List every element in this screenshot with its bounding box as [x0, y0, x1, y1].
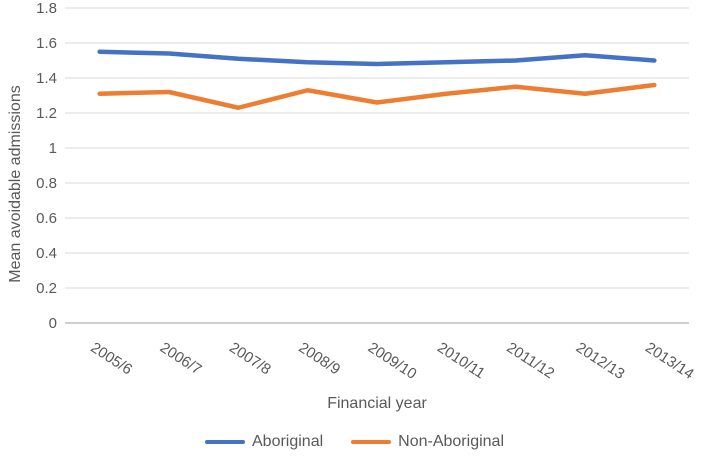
x-tick-label: 2010/11 — [434, 339, 488, 382]
x-tick-label: 2011/12 — [503, 339, 557, 382]
aboriginal-line-swatch — [205, 439, 245, 445]
legend-label-non-aboriginal: Non-Aboriginal — [398, 433, 504, 450]
non-aboriginal-line-swatch — [351, 439, 392, 445]
x-tick-label: 2008/9 — [295, 339, 343, 378]
legend-label-aboriginal: Aboriginal — [252, 433, 324, 450]
x-tick-label: 2009/10 — [365, 339, 420, 383]
y-tick-label: 1.2 — [36, 105, 57, 122]
y-tick-label: 0.2 — [36, 280, 57, 297]
series-line-aboriginal — [97, 49, 657, 67]
x-tick-label: 2005/6 — [87, 339, 135, 378]
y-tick-label: 0 — [49, 315, 57, 332]
legend-item-non-aboriginal: Non-Aboriginal — [351, 433, 504, 451]
y-tick-label: 0.8 — [36, 175, 57, 192]
legend-item-aboriginal: Aboriginal — [205, 433, 323, 451]
y-tick-label: 0.6 — [36, 210, 57, 227]
y-tick-label: 1.6 — [36, 35, 57, 52]
x-tick-label: 2006/7 — [157, 339, 205, 378]
x-axis-title: Financial year — [327, 395, 427, 412]
y-axis-title: Mean avoidable admissions — [7, 85, 24, 283]
x-tick-label: 2007/8 — [226, 339, 274, 378]
x-tick-label: 2012/13 — [573, 339, 628, 383]
y-tick-label: 0.4 — [36, 245, 57, 262]
chart-legend: Aboriginal Non-Aboriginal — [0, 433, 709, 451]
y-tick-label: 1.4 — [36, 70, 57, 87]
y-tick-label: 1.8 — [36, 0, 57, 17]
x-tick-label: 2013/14 — [642, 339, 697, 383]
y-tick-label: 1 — [49, 140, 57, 157]
series-line-non-aboriginal — [97, 82, 657, 110]
